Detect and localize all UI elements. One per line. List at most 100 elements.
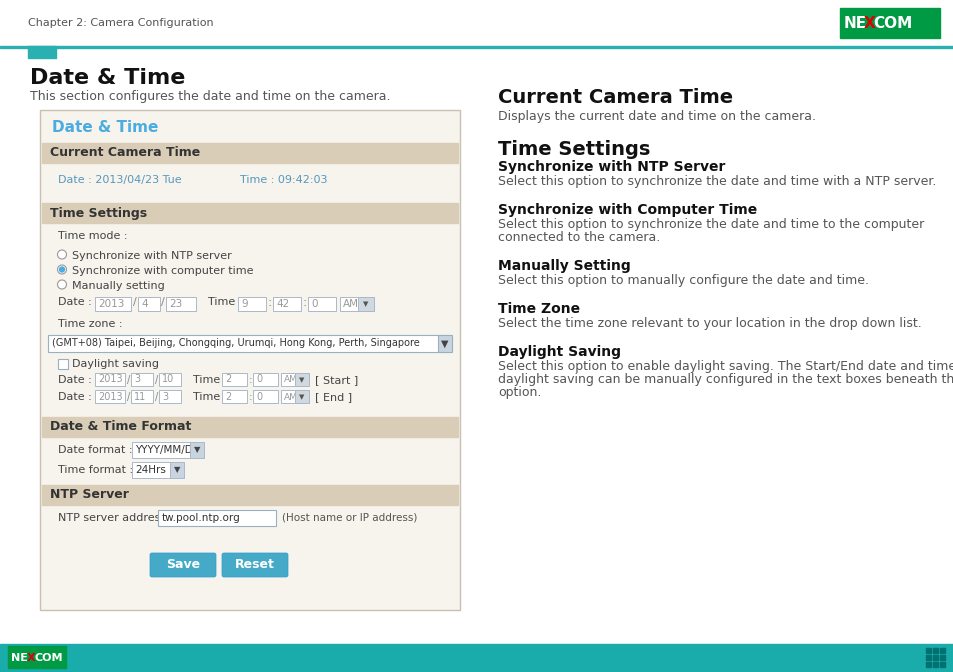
Text: Date format :: Date format :: [58, 445, 132, 455]
Bar: [932, 648, 937, 653]
Text: Select this option to synchronize the date and time to the computer: Select this option to synchronize the da…: [497, 218, 923, 231]
Text: 2013: 2013: [98, 392, 123, 401]
Text: Date & Time: Date & Time: [52, 120, 158, 135]
Text: :: :: [268, 296, 272, 308]
Bar: [253, 373, 277, 386]
Bar: [339, 297, 374, 311]
Text: 4: 4: [141, 299, 148, 309]
Text: Select this option to manually configure the date and time.: Select this option to manually configure…: [497, 274, 868, 287]
Text: NE: NE: [843, 15, 866, 30]
Text: 42: 42: [275, 299, 289, 309]
Text: ▼: ▼: [299, 377, 304, 383]
Bar: [925, 662, 930, 667]
Text: Time mode :: Time mode :: [58, 231, 128, 241]
Text: Date :: Date :: [58, 375, 91, 385]
Text: daylight saving can be manually configured in the text boxes beneath the: daylight saving can be manually configur…: [497, 373, 953, 386]
Bar: [939, 662, 944, 667]
Text: ▼: ▼: [363, 301, 368, 307]
Bar: [253, 390, 277, 403]
Text: [ End ]: [ End ]: [314, 392, 352, 402]
Text: Time zone :: Time zone :: [58, 319, 122, 329]
Text: Time :: Time :: [193, 375, 227, 385]
Text: Reset: Reset: [234, 558, 274, 571]
Bar: [40, 110, 459, 610]
Bar: [294, 390, 309, 403]
Text: :: :: [303, 296, 307, 308]
Bar: [357, 297, 374, 311]
Text: YYYY/MM/DD: YYYY/MM/DD: [135, 445, 200, 455]
FancyBboxPatch shape: [150, 553, 215, 577]
Bar: [42, 485, 457, 505]
Text: 2: 2: [225, 374, 231, 384]
Text: Synchronize with Computer Time: Synchronize with Computer Time: [497, 203, 757, 217]
Text: /: /: [154, 392, 158, 402]
Text: Time Settings: Time Settings: [497, 140, 650, 159]
Text: /: /: [127, 392, 131, 402]
Text: NTP server address :: NTP server address :: [58, 513, 173, 523]
Text: 0: 0: [311, 299, 317, 309]
Text: Synchronize with NTP Server: Synchronize with NTP Server: [497, 160, 724, 174]
Bar: [190, 442, 204, 458]
Text: ▼: ▼: [441, 339, 448, 349]
Bar: [0, 46, 953, 48]
Text: (GMT+08) Taipei, Beijing, Chongqing, Urumqi, Hong Kong, Perth, Singapore: (GMT+08) Taipei, Beijing, Chongqing, Uru…: [52, 339, 419, 349]
Bar: [58, 359, 68, 369]
Bar: [42, 203, 457, 223]
Text: Manually setting: Manually setting: [71, 281, 165, 291]
Text: COM: COM: [35, 653, 64, 663]
Text: 3: 3: [162, 392, 168, 401]
Text: option.: option.: [497, 386, 540, 399]
Text: /: /: [132, 297, 136, 307]
Bar: [222, 390, 247, 403]
Bar: [28, 46, 56, 58]
Text: Manually Setting: Manually Setting: [497, 259, 630, 273]
Bar: [932, 662, 937, 667]
Text: 0: 0: [255, 374, 262, 384]
Bar: [95, 373, 125, 386]
Bar: [48, 335, 450, 352]
Bar: [138, 297, 160, 311]
Bar: [95, 390, 125, 403]
Bar: [281, 390, 309, 403]
Text: NE: NE: [11, 653, 28, 663]
Text: /: /: [127, 375, 131, 385]
Text: Date :: Date :: [58, 392, 91, 402]
Circle shape: [59, 267, 65, 272]
Bar: [925, 655, 930, 660]
Text: ▼: ▼: [193, 446, 200, 454]
Text: Time format :: Time format :: [58, 465, 133, 475]
Bar: [95, 297, 131, 311]
Text: Time :: Time :: [193, 392, 227, 402]
Bar: [132, 462, 172, 478]
Text: Synchronize with computer time: Synchronize with computer time: [71, 266, 253, 276]
Text: Time Zone: Time Zone: [497, 302, 579, 316]
Text: (Host name or IP address): (Host name or IP address): [282, 513, 416, 523]
Bar: [437, 335, 452, 352]
Bar: [308, 297, 335, 311]
Bar: [294, 373, 309, 386]
Text: Date & Time Format: Date & Time Format: [50, 421, 192, 433]
Text: This section configures the date and time on the camera.: This section configures the date and tim…: [30, 90, 390, 103]
Bar: [939, 648, 944, 653]
Bar: [158, 510, 275, 526]
Text: 24Hrs: 24Hrs: [135, 465, 166, 475]
Bar: [939, 655, 944, 660]
Text: AM: AM: [284, 392, 297, 401]
Text: Save: Save: [166, 558, 200, 571]
Circle shape: [57, 280, 67, 289]
Text: Select this option to synchronize the date and time with a NTP server.: Select this option to synchronize the da…: [497, 175, 936, 188]
Text: ▼: ▼: [299, 394, 304, 400]
Text: 3: 3: [133, 374, 140, 384]
Text: Time :: Time :: [208, 297, 242, 307]
Text: 2013: 2013: [98, 374, 123, 384]
Bar: [159, 390, 181, 403]
Bar: [166, 297, 195, 311]
Bar: [273, 297, 301, 311]
Text: Select the time zone relevant to your location in the drop down list.: Select the time zone relevant to your lo…: [497, 317, 921, 330]
Text: 23: 23: [169, 299, 182, 309]
Text: Time Settings: Time Settings: [50, 206, 147, 220]
Text: X: X: [863, 15, 875, 30]
Bar: [131, 373, 152, 386]
Bar: [8, 646, 66, 668]
Text: 2013: 2013: [98, 299, 124, 309]
